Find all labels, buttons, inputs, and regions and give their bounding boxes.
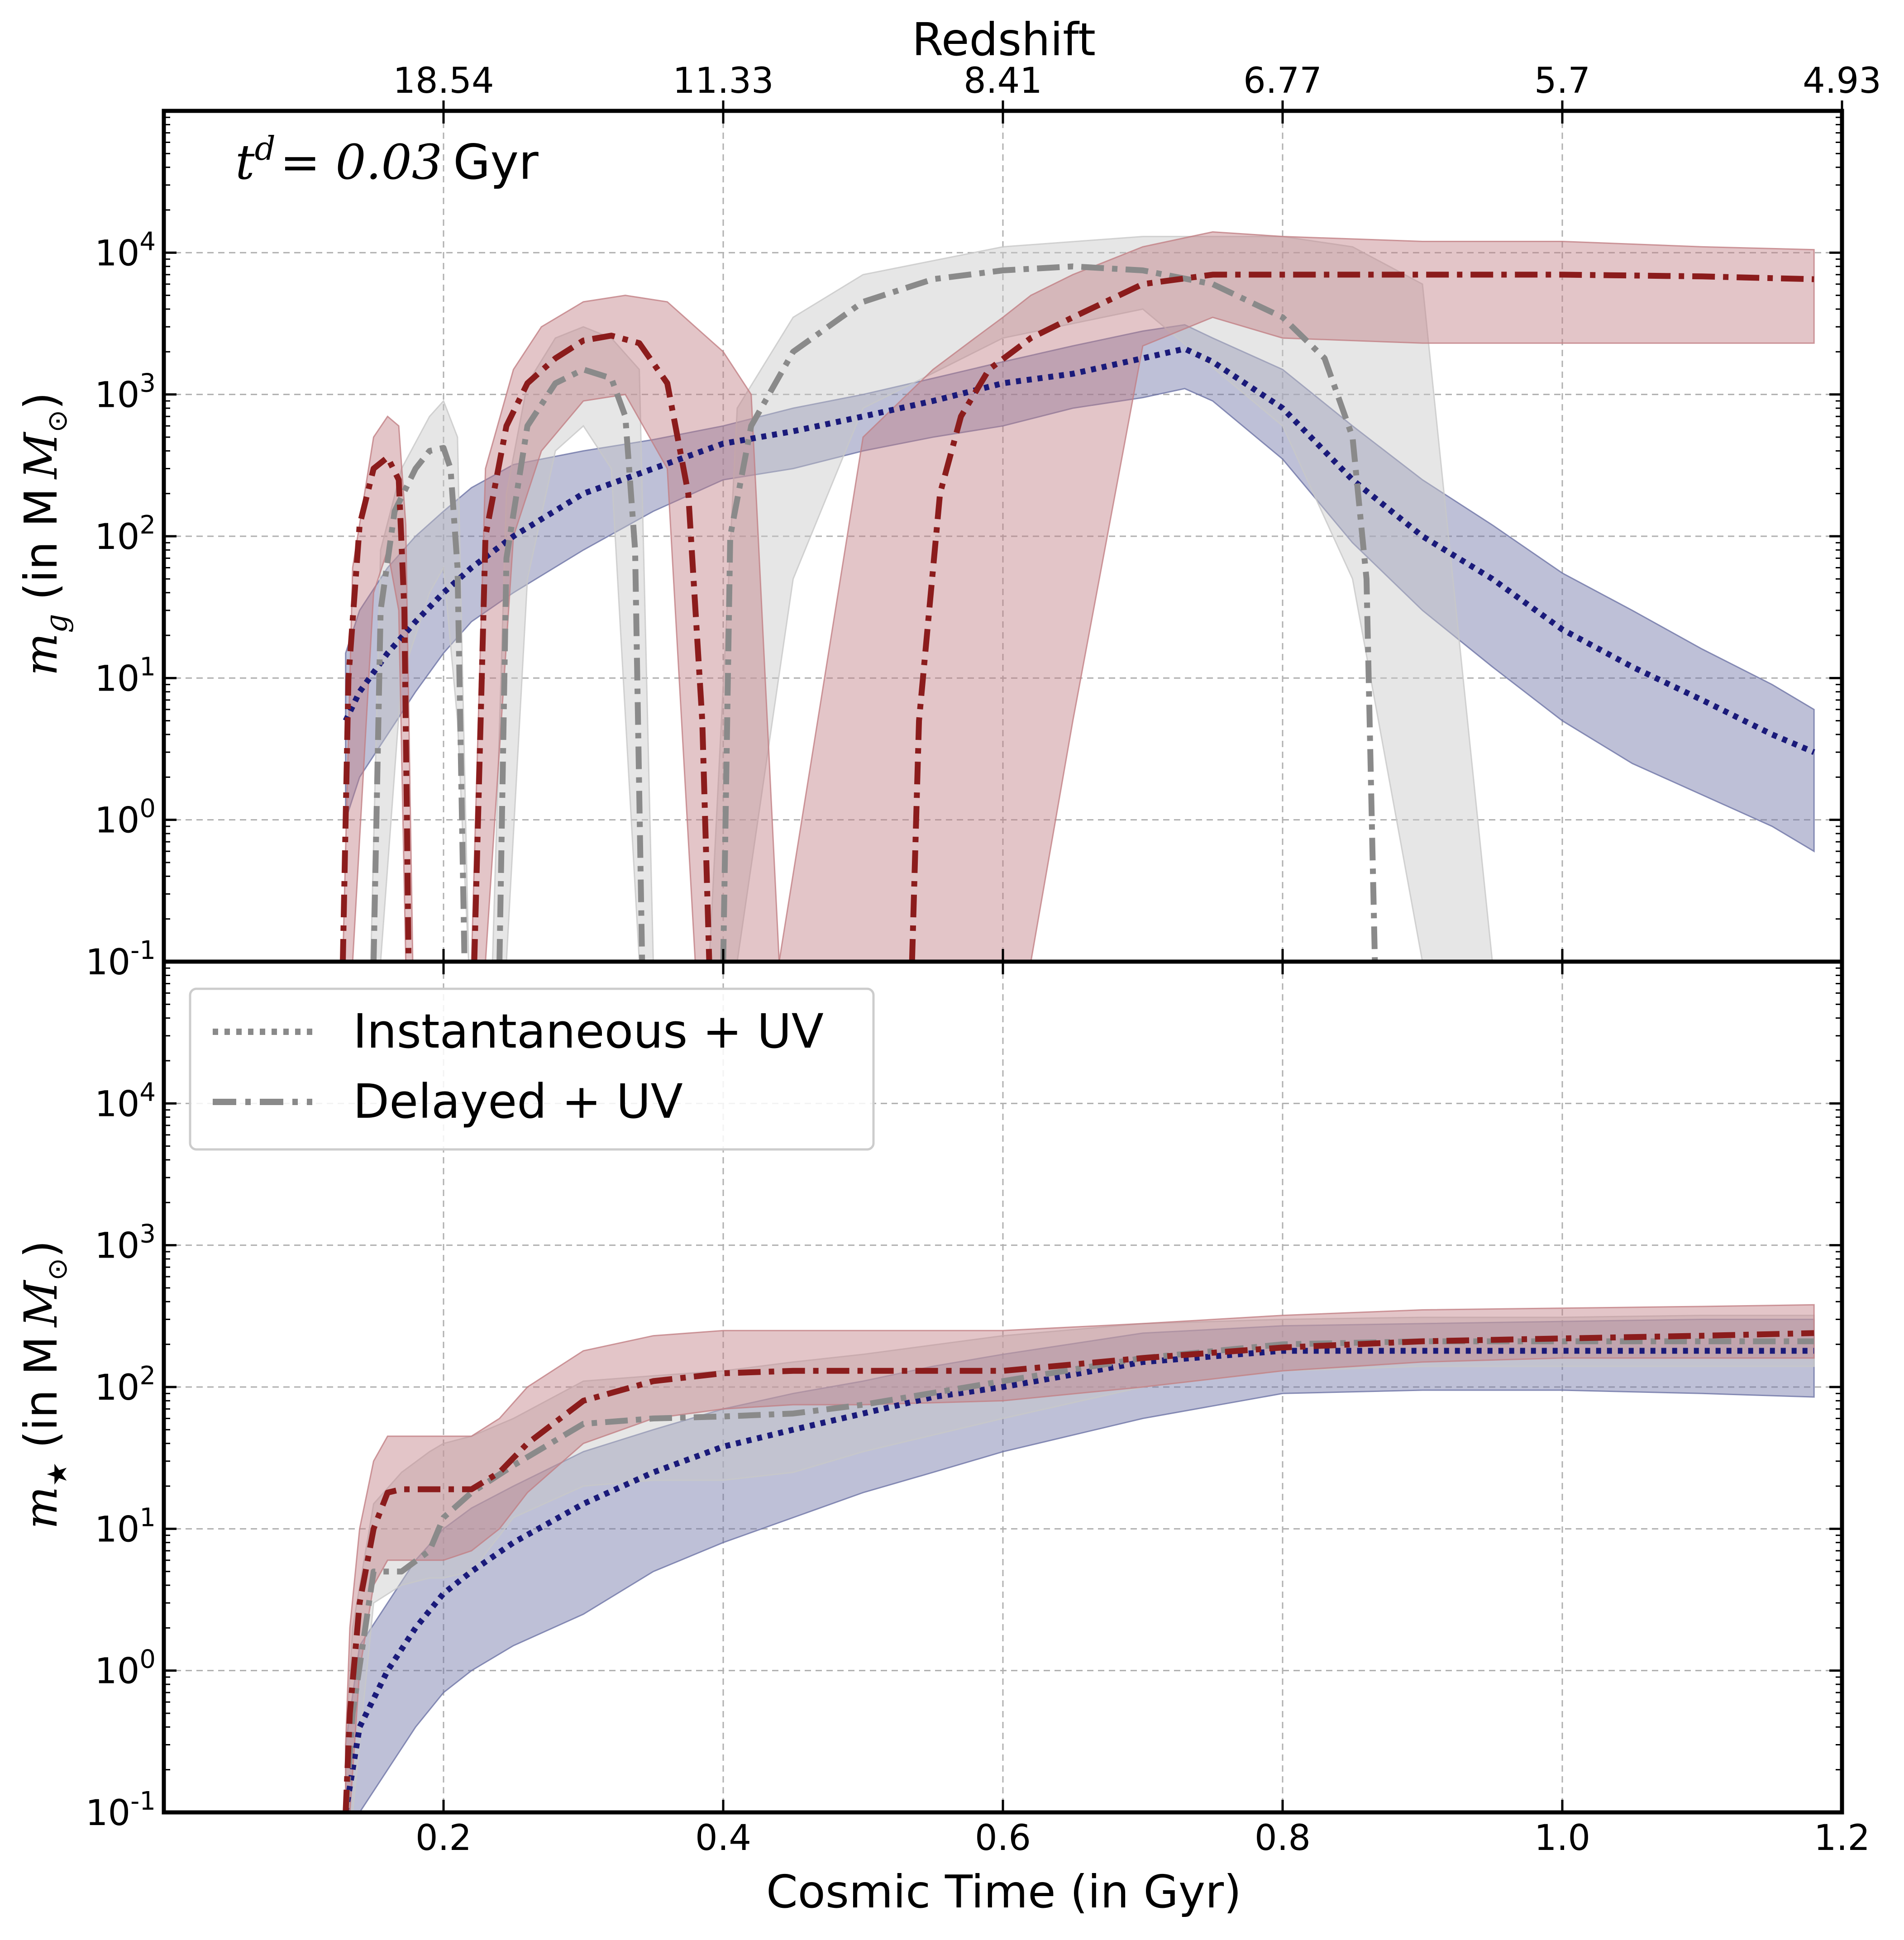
- label-layer: 10-110010110210310410-11001011021031040.…: [86, 61, 1881, 1859]
- bottom-ytick-exp-0: -1: [130, 1787, 156, 1816]
- bottom-y-label-text: (in M: [14, 1336, 67, 1448]
- x-tick-label-0: 0.2: [415, 1818, 472, 1859]
- bottom-band-delayed_nouv: [345, 1304, 1815, 1813]
- bottom-y-label-close: ): [14, 1240, 67, 1258]
- bottom-ytick-base-2: 10: [95, 1509, 139, 1550]
- top-ytick-exp-3: 2: [139, 510, 156, 540]
- top-y-label-sun: ⊙: [42, 410, 73, 433]
- top-ytick-label-0: 10-1: [86, 936, 156, 983]
- bottom-line-instantaneous: [343, 1348, 1814, 1813]
- top-axis-tick-label-3: 6.77: [1243, 61, 1322, 101]
- annotation-math: t: [235, 134, 255, 190]
- top-ytick-base-5: 10: [95, 233, 139, 274]
- bottom-ytick-base-5: 10: [95, 1084, 139, 1125]
- x-tick-label-4: 1.0: [1534, 1818, 1590, 1859]
- annotation-superscript: d: [255, 129, 276, 167]
- bottom-line-delayed: [343, 1338, 1814, 1813]
- top-ytick-base-1: 10: [95, 801, 139, 841]
- top-ytick-label-4: 103: [95, 369, 156, 416]
- bottom-ytick-label-5: 104: [95, 1077, 156, 1125]
- bottom-ytick-exp-2: 1: [139, 1503, 156, 1532]
- bottom-ytick-base-3: 10: [95, 1368, 139, 1408]
- bottom-band-delayed: [345, 1315, 1815, 1813]
- top-ytick-base-0: 10: [86, 942, 130, 983]
- bottom-ytick-label-4: 103: [95, 1220, 156, 1267]
- top-line-delayed-2: [720, 263, 1378, 962]
- top-axis-tick-label-4: 5.7: [1534, 61, 1590, 101]
- x-tick-label-3: 0.8: [1255, 1818, 1311, 1859]
- annotation-unit: Gyr: [453, 134, 539, 190]
- x-axis-title: Cosmic Time (in Gyr): [766, 1865, 1241, 1918]
- top-line-delayed_nouv-2: [909, 272, 1814, 962]
- bottom-ytick-label-2: 101: [95, 1503, 156, 1550]
- legend-box: [189, 987, 875, 1151]
- x-tick-label-5: 1.2: [1814, 1818, 1870, 1859]
- legend: Instantaneous + UV Delayed + UV: [189, 987, 875, 1151]
- top-line-delayed_nouv-0: [340, 454, 412, 962]
- top-line-delayed_nouv-1: [471, 333, 712, 962]
- bottom-ytick-base-4: 10: [95, 1226, 139, 1267]
- top-axis-tick-label-0: 18.54: [393, 61, 494, 101]
- top-axis-tick-label-5: 4.93: [1803, 61, 1881, 101]
- top-y-axis-label: mg (in M M⊙): [14, 392, 74, 676]
- bottom-line-delayed_nouv: [343, 1330, 1814, 1813]
- bottom-ytick-label-1: 100: [95, 1645, 156, 1692]
- top-line-delayed-0: [371, 445, 468, 962]
- annotation-value: = 0.03: [280, 134, 443, 190]
- legend-label-delayed: Delayed + UV: [353, 1074, 683, 1129]
- bottom-ytick-exp-1: 0: [139, 1645, 156, 1674]
- bottom-ytick-exp-4: 3: [139, 1220, 156, 1249]
- legend-label-instantaneous: Instantaneous + UV: [353, 1004, 824, 1059]
- top-y-label-close: ): [14, 392, 67, 410]
- top-ytick-base-2: 10: [95, 658, 139, 699]
- top-y-label-m: M: [14, 431, 67, 480]
- top-ytick-exp-1: 0: [139, 794, 156, 824]
- x-tick-label-1: 0.4: [695, 1818, 751, 1859]
- top-line-instantaneous: [343, 346, 1815, 755]
- bottom-y-axis-label: m★ (in M M⊙): [14, 1240, 73, 1530]
- bottom-y-label-sun: ⊙: [42, 1258, 73, 1281]
- top-ytick-exp-4: 3: [139, 369, 156, 398]
- top-y-label-sub: g: [39, 614, 74, 633]
- x-tick-label-2: 0.6: [975, 1818, 1031, 1859]
- top-axis-title: Redshift: [912, 13, 1096, 66]
- bottom-ytick-base-0: 10: [86, 1793, 130, 1834]
- top-ytick-exp-2: 1: [139, 652, 156, 682]
- band-layer: [342, 231, 1815, 1813]
- top-line-delayed-1: [496, 367, 645, 962]
- top-axis-tick-label-1: 11.33: [673, 61, 773, 101]
- top-ytick-label-1: 100: [95, 794, 156, 841]
- bottom-ytick-exp-5: 4: [139, 1077, 156, 1107]
- line-layer: [340, 263, 1815, 1813]
- bottom-y-label-m: M: [14, 1279, 67, 1328]
- top-ytick-label-2: 101: [95, 652, 156, 699]
- bottom-y-label-sub: ★: [42, 1462, 73, 1487]
- top-ytick-exp-0: -1: [130, 936, 156, 965]
- top-ytick-label-3: 102: [95, 510, 156, 558]
- top-axis-tick-label-2: 8.41: [964, 61, 1042, 101]
- top-y-label-text: (in M: [14, 488, 67, 600]
- tick-layer: [164, 100, 1843, 1814]
- bottom-ytick-label-3: 102: [95, 1361, 156, 1408]
- top-y-label-math: m: [14, 633, 67, 676]
- top-band-instantaneous: [345, 324, 1815, 853]
- annotation-label: td= 0.03 Gyr: [235, 129, 539, 190]
- top-ytick-base-4: 10: [95, 375, 139, 416]
- top-ytick-exp-5: 4: [139, 227, 156, 256]
- top-ytick-base-3: 10: [95, 517, 139, 558]
- top-ytick-label-5: 104: [95, 227, 156, 274]
- bottom-ytick-label-0: 10-1: [86, 1787, 156, 1834]
- bottom-ytick-exp-3: 2: [139, 1361, 156, 1391]
- bottom-ytick-base-1: 10: [95, 1651, 139, 1692]
- bottom-y-label-math: m: [14, 1486, 67, 1529]
